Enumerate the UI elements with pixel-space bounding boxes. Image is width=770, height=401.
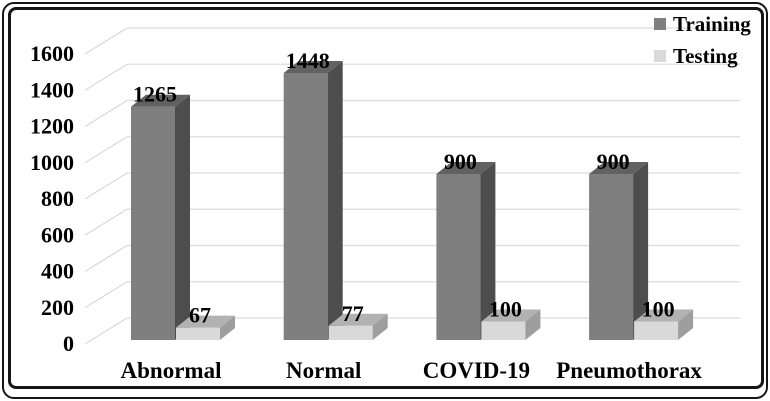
grid-depth-line-0 (84, 317, 128, 345)
training-bar-pneumothorax-front[interactable] (589, 174, 634, 340)
y-axis-tick-label: 200 (41, 295, 74, 320)
training-swatch-icon (654, 18, 666, 30)
training-bar-normal-side[interactable] (327, 60, 343, 340)
testing-bar-covid-19-front[interactable] (481, 321, 526, 340)
training-bar-normal-value-label: 1448 (286, 48, 330, 73)
x-axis-label-normal: Normal (286, 358, 361, 383)
x-axis-label-covid-19: COVID-19 (423, 358, 530, 383)
testing-bar-pneumothorax-top[interactable] (634, 309, 694, 322)
training-bar-pneumothorax-value-label: 900 (597, 149, 630, 174)
testing-bar-abnormal-front[interactable] (176, 327, 220, 340)
training-bar-abnormal-side[interactable] (175, 94, 190, 340)
x-axis-label-abnormal: Abnormal (121, 358, 222, 383)
testing-swatch-icon (654, 50, 666, 62)
y-axis-tick-label: 600 (41, 222, 74, 247)
testing-bar-abnormal-side[interactable] (220, 315, 235, 340)
y-axis-tick-label: 1000 (30, 150, 74, 175)
grid-depth-line-400 (84, 245, 128, 272)
training-bar-abnormal-top[interactable] (131, 94, 190, 107)
testing-bar-normal-value-label: 77 (342, 301, 364, 326)
y-axis-tick-label: 400 (41, 259, 74, 284)
testing-bar-normal-top[interactable] (328, 313, 388, 326)
grid-depth-line-800 (84, 172, 128, 200)
testing-bar-covid-19-top[interactable] (481, 309, 541, 322)
chart-legend: Training Testing (654, 9, 751, 71)
y-axis-tick-label: 1600 (30, 41, 74, 66)
legend-item-training[interactable]: Training (654, 9, 751, 39)
x-axis-label-pneumothorax: Pneumothorax (556, 358, 702, 383)
grid-depth-line-1600 (84, 27, 128, 55)
training-bar-pneumothorax-top[interactable] (589, 162, 649, 175)
testing-bar-pneumothorax-side[interactable] (678, 309, 694, 340)
testing-bar-pneumothorax-value-label: 100 (642, 297, 675, 322)
training-bar-pneumothorax-side[interactable] (633, 162, 649, 340)
grid-depth-line-1400 (84, 63, 128, 91)
grid-depth-line-1000 (84, 136, 128, 164)
y-axis-tick-label: 0 (63, 331, 74, 356)
y-axis-tick-label: 1400 (30, 77, 74, 102)
testing-bar-abnormal-value-label: 67 (189, 303, 211, 328)
testing-bar-covid-19-side[interactable] (525, 309, 541, 340)
legend-label-testing: Testing (673, 43, 738, 68)
training-bar-abnormal-value-label: 1265 (133, 82, 177, 107)
y-axis-tick-label: 800 (41, 186, 74, 211)
training-bar-covid-19-top[interactable] (436, 162, 496, 175)
training-bar-normal-front[interactable] (283, 72, 328, 340)
legend-item-testing[interactable]: Testing (654, 41, 751, 71)
grid-depth-line-1200 (84, 100, 128, 127)
training-bar-abnormal-front[interactable] (131, 106, 175, 340)
grid-depth-line-200 (84, 281, 128, 309)
testing-bar-pneumothorax-front[interactable] (634, 321, 679, 340)
testing-bar-normal-side[interactable] (372, 313, 388, 340)
testing-bar-normal-front[interactable] (328, 325, 373, 340)
training-bar-covid-19-side[interactable] (480, 162, 496, 340)
training-bar-covid-19-value-label: 900 (444, 149, 477, 174)
legend-label-training: Training (673, 11, 751, 36)
y-axis-tick-label: 1200 (30, 114, 74, 139)
training-bar-covid-19-front[interactable] (436, 174, 481, 340)
testing-bar-covid-19-value-label: 100 (489, 297, 522, 322)
grid-depth-line-600 (84, 208, 128, 236)
training-bar-normal-top[interactable] (283, 60, 343, 73)
testing-bar-abnormal-top[interactable] (176, 315, 235, 328)
